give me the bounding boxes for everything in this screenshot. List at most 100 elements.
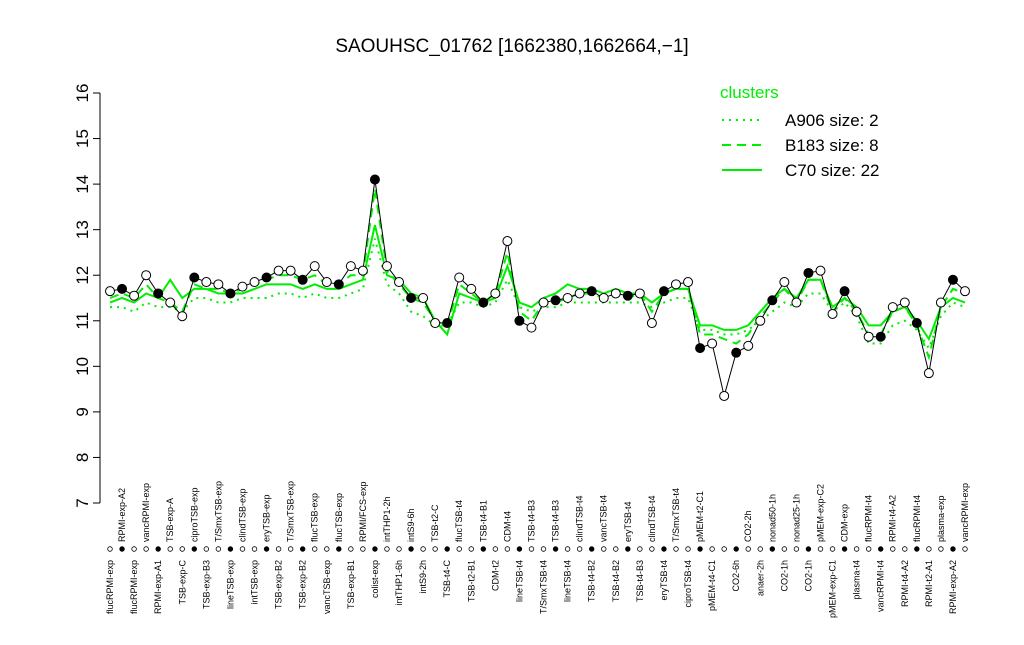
x-tick-label: ciproTSB-t4 — [683, 560, 693, 608]
x-tick-label: flucRPMI-t4 — [864, 495, 874, 542]
sample-point — [141, 270, 152, 281]
x-tick-label: CDM-t2 — [490, 560, 500, 591]
sample-dot — [239, 546, 246, 552]
x-tick-label: RPMI-exp-A1 — [153, 560, 163, 614]
sample-dot — [878, 546, 884, 552]
sample-dot — [312, 546, 318, 552]
sample-dot — [805, 546, 812, 552]
sample-dot — [637, 546, 643, 552]
sample-dot — [757, 546, 763, 552]
sample-point — [719, 390, 730, 401]
sample-dot — [468, 546, 474, 552]
sample-point — [646, 318, 657, 329]
sample-dot — [685, 546, 691, 552]
sample-dot — [432, 546, 438, 552]
x-tick-label: clindTSB-t4 — [575, 495, 585, 542]
sample-point — [911, 318, 922, 329]
x-tick-label: TSB-t4-B2 — [611, 560, 621, 602]
sample-dot — [962, 546, 968, 552]
sample-point — [550, 295, 561, 306]
x-tick-label: anaer-2h — [755, 560, 765, 596]
x-tick-label: TSB-t2-C — [430, 504, 440, 542]
x-tick-label: RPMI-exp-A2 — [117, 488, 127, 542]
x-tick-label: pMEM-exp-C2 — [815, 484, 825, 542]
x-tick-label: TSB-t4-B3 — [526, 500, 536, 542]
y-tick-label: 11 — [73, 312, 92, 330]
x-tick-label: vancTSB-exp — [322, 560, 332, 614]
sample-point — [333, 279, 344, 290]
sample-dot — [829, 546, 836, 552]
sample-dot — [179, 546, 185, 552]
x-tick-label: clindTSB-exp — [237, 488, 247, 542]
x-tick-label: eryTSB-t4 — [623, 501, 633, 542]
sample-dot — [492, 546, 499, 552]
sample-dot — [733, 546, 739, 552]
x-tick-label: flucTSB-t4 — [454, 500, 464, 542]
sample-point — [670, 279, 681, 290]
sample-dot — [107, 546, 113, 552]
sample-point — [803, 267, 814, 278]
sample-dot — [275, 546, 282, 552]
sample-point — [779, 277, 790, 288]
sample-point — [237, 281, 248, 292]
y-tick-label: 9 — [73, 407, 92, 416]
y-tick-label: 14 — [73, 175, 92, 194]
sample-dot — [456, 546, 462, 552]
sample-point — [598, 293, 609, 303]
x-tick-label: T/SmxTSB-exp — [213, 481, 223, 542]
sample-point — [406, 293, 417, 303]
sample-dot — [926, 546, 932, 552]
sample-dot — [697, 546, 703, 552]
sample-point — [526, 322, 537, 333]
sample-dot — [853, 546, 860, 552]
x-tick-label: ciproTSB-exp — [189, 487, 199, 542]
sample-dot — [745, 546, 751, 552]
x-tick-label: CO2-1h — [779, 560, 789, 592]
sample-point — [478, 297, 489, 308]
sample-point — [381, 261, 392, 272]
sample-dot — [649, 546, 655, 552]
x-tick-label: T/SmxTSB-t4 — [539, 560, 549, 614]
x-tick-label: pMEM-t2-C1 — [695, 491, 705, 542]
x-tick-label: plasma-t4 — [852, 560, 862, 600]
sample-point — [851, 306, 862, 317]
sample-point — [923, 368, 934, 379]
sample-dot — [360, 546, 366, 552]
x-tick-label: vancTSB-t4 — [599, 495, 609, 542]
y-tick-label: 13 — [73, 220, 92, 239]
sample-point — [430, 318, 441, 329]
sample-point — [418, 293, 429, 303]
sample-point — [887, 302, 898, 313]
x-tick-label: pMEM-t4-C1 — [707, 560, 717, 611]
sample-point — [273, 265, 284, 276]
sample-point — [514, 315, 525, 326]
sample-dot — [914, 546, 920, 552]
sample-point — [863, 331, 874, 342]
sample-dot — [287, 546, 294, 552]
x-tick-label: intS9-2h — [418, 560, 428, 594]
cluster-line — [110, 238, 966, 351]
x-tick-label: TSB-exp-B2 — [298, 560, 308, 609]
x-tick-label: vancRPMI-exp — [141, 483, 151, 542]
sample-point — [297, 274, 308, 285]
sample-dot — [588, 546, 595, 552]
sample-dot — [336, 546, 342, 552]
sample-point — [369, 174, 380, 185]
legend-title: clusters — [720, 83, 779, 102]
sample-point — [285, 265, 296, 276]
sample-point — [357, 265, 368, 276]
sample-dot — [215, 546, 222, 552]
x-tick-label: intS9-6h — [406, 508, 416, 542]
x-tick-label: CO2-1h — [803, 560, 813, 592]
sample-point — [960, 286, 970, 297]
sample-dot — [661, 546, 667, 552]
x-tick-label: eryTSB-t4 — [659, 560, 669, 601]
x-tick-label: TSB-t4-B2 — [587, 560, 597, 602]
sample-point — [153, 288, 164, 299]
sample-point — [442, 318, 453, 329]
sample-dot — [576, 546, 583, 552]
sample-point — [935, 297, 946, 308]
x-tick-label: intTHP1-2h — [382, 496, 392, 542]
sample-dot — [613, 546, 619, 552]
x-tick-label: vancRPMI-exp — [960, 483, 970, 542]
